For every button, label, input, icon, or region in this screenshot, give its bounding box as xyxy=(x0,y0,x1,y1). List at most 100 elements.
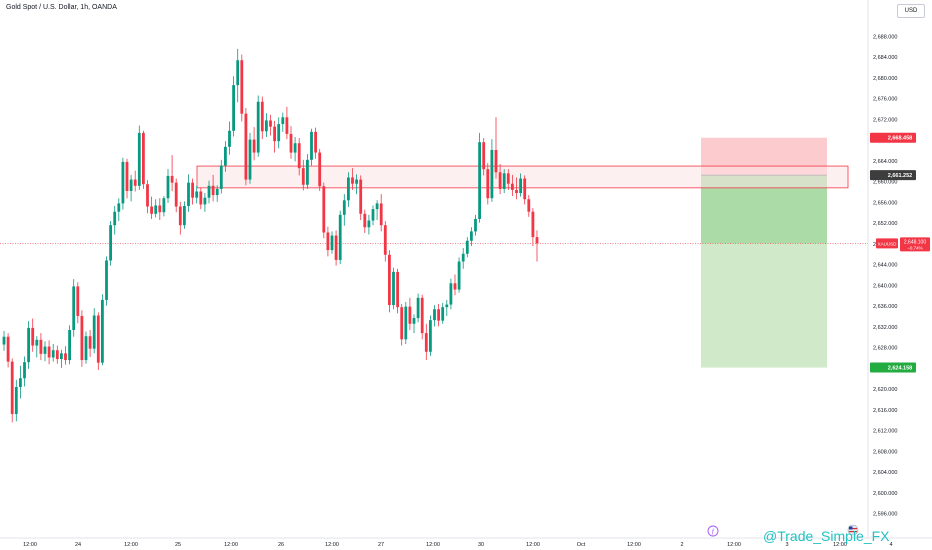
candle-body xyxy=(433,309,436,321)
candle-body xyxy=(43,346,47,354)
candle-body xyxy=(150,206,153,214)
candle-body xyxy=(236,60,240,86)
candle-body xyxy=(27,327,30,363)
stop-price-label-bg xyxy=(870,132,916,143)
candle-body xyxy=(519,178,522,194)
candle-body xyxy=(482,142,486,170)
candle-body xyxy=(281,117,285,125)
candle-body xyxy=(424,333,428,352)
candle-body xyxy=(445,304,449,308)
candle-body xyxy=(113,211,117,226)
candle-body xyxy=(64,353,67,361)
flag-icon-stripe xyxy=(849,528,857,530)
candle-body xyxy=(334,235,338,260)
watermark-text: @Trade_Simple_FX xyxy=(763,528,890,544)
time-tick-label: 30 xyxy=(478,542,484,548)
candle-body xyxy=(68,329,71,361)
candle-body xyxy=(244,113,248,180)
candle-body xyxy=(256,101,260,153)
current-price-value: 2,648.100 xyxy=(904,239,926,245)
candle-body xyxy=(260,101,264,132)
candle-body xyxy=(392,271,395,306)
price-tick-label: 2,616.000 xyxy=(873,408,897,414)
candle-body xyxy=(502,173,506,189)
candle-body xyxy=(109,225,112,261)
candle-body xyxy=(363,213,367,228)
price-tick-label: 2,604.000 xyxy=(873,470,897,476)
candle-body xyxy=(35,339,39,346)
candle-body xyxy=(195,191,199,198)
candle-body xyxy=(31,327,35,346)
price-tick-label: 2,632.000 xyxy=(873,325,897,331)
candle-body xyxy=(490,149,494,199)
candle-body xyxy=(228,130,231,147)
price-tick-label: 2,644.000 xyxy=(873,263,897,269)
candle-body xyxy=(47,346,51,358)
candle-body xyxy=(297,143,301,169)
target-price-label: 2,624.158 xyxy=(888,366,912,372)
candle-body xyxy=(121,161,125,204)
candle-body xyxy=(355,179,358,184)
candle-body xyxy=(273,126,276,142)
time-tick-label: 4 xyxy=(889,542,892,548)
price-tick-label: 2,640.000 xyxy=(873,283,897,289)
candle-body xyxy=(269,120,272,127)
candle-body xyxy=(457,261,461,290)
candle-body xyxy=(146,184,149,207)
candle-body xyxy=(60,353,63,360)
candle-body xyxy=(367,220,371,228)
price-tick-label: 2,688.000 xyxy=(873,34,897,40)
time-tick-label: 12:00 xyxy=(426,542,440,548)
time-tick-label: Oct xyxy=(577,542,586,548)
flag-icon-stripe xyxy=(849,531,857,533)
candle-body xyxy=(166,175,170,199)
price-tick-label: 2,680.000 xyxy=(873,76,897,82)
candle-body xyxy=(174,182,178,207)
candle-body xyxy=(310,131,313,160)
candle-body xyxy=(527,199,531,212)
candle-body xyxy=(224,146,227,166)
price-tick-label: 2,628.000 xyxy=(873,346,897,352)
candle-body xyxy=(383,225,387,255)
candle-body xyxy=(170,175,174,183)
candle-body xyxy=(289,133,293,153)
candle-body xyxy=(158,205,162,213)
price-tick-label: 2,684.000 xyxy=(873,55,897,61)
candle-body xyxy=(10,361,14,415)
candle-body xyxy=(437,309,440,321)
candle-body xyxy=(39,339,43,354)
candle-body xyxy=(535,237,539,244)
candle-body xyxy=(478,142,481,219)
candle-body xyxy=(191,182,194,198)
candle-body xyxy=(2,336,6,345)
candle-body xyxy=(252,139,256,153)
candle-body xyxy=(338,214,342,260)
candle-body xyxy=(379,203,383,226)
candle-body xyxy=(199,191,203,205)
current-price-tag-bg xyxy=(900,237,930,252)
entry-price-label: 2,661.252 xyxy=(888,173,912,179)
sr-zone xyxy=(196,165,849,189)
time-tick-label: 12:00 xyxy=(23,542,37,548)
candle-body xyxy=(215,188,219,196)
candle-body xyxy=(474,218,477,232)
candle-body xyxy=(511,183,514,190)
candle-body xyxy=(207,185,211,198)
price-tick-label: 2,612.000 xyxy=(873,429,897,435)
candle-body xyxy=(129,179,133,191)
time-tick-label: 2 xyxy=(680,542,683,548)
candle-body xyxy=(441,307,445,321)
price-tick-label: 2,652.000 xyxy=(873,221,897,227)
candle-body xyxy=(232,85,235,131)
candle-body xyxy=(453,283,457,290)
time-tick-label: 25 xyxy=(175,542,181,548)
chart-title: Gold Spot / U.S. Dollar, 1h, OANDA xyxy=(6,4,117,11)
event-icon xyxy=(707,525,719,537)
candle-body xyxy=(465,240,469,254)
entry-price-label-bg xyxy=(870,170,916,181)
candle-body xyxy=(461,253,465,262)
currency-button[interactable]: USD xyxy=(897,4,925,18)
candle-body xyxy=(420,297,424,334)
